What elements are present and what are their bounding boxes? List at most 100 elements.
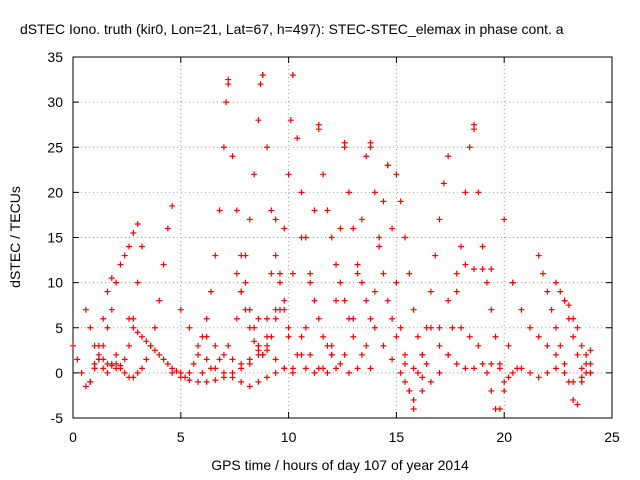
data-point	[410, 396, 417, 403]
data-point	[483, 369, 490, 376]
data-point	[216, 356, 223, 363]
data-point	[402, 351, 409, 358]
x-tick-label: 15	[389, 429, 405, 445]
data-point	[307, 351, 314, 358]
data-point	[324, 369, 331, 376]
data-point	[225, 81, 232, 88]
data-point	[220, 369, 227, 376]
data-point	[488, 387, 495, 394]
data-point	[207, 365, 214, 372]
data-point	[138, 365, 145, 372]
data-point	[100, 315, 107, 322]
data-point	[104, 360, 111, 367]
data-point	[143, 338, 150, 345]
data-point	[147, 342, 154, 349]
data-point	[376, 234, 383, 241]
data-point	[458, 324, 465, 331]
data-point	[518, 306, 525, 313]
data-point	[117, 365, 124, 372]
y-tick-label: 20	[47, 184, 63, 200]
data-point	[82, 306, 89, 313]
data-point	[371, 324, 378, 331]
data-point	[233, 315, 240, 322]
data-point	[333, 365, 340, 372]
data-point	[574, 324, 581, 331]
data-point	[552, 279, 559, 286]
y-tick-label: 5	[55, 320, 63, 336]
data-point	[462, 189, 469, 196]
data-point	[333, 297, 340, 304]
data-point	[488, 266, 495, 273]
data-point	[287, 117, 294, 124]
plot-frame	[72, 56, 613, 419]
data-point	[402, 378, 409, 385]
data-point	[358, 351, 365, 358]
data-point	[527, 324, 534, 331]
data-point	[289, 270, 296, 277]
data-point	[479, 360, 486, 367]
data-point	[328, 234, 335, 241]
data-point	[363, 342, 370, 349]
data-point	[281, 297, 288, 304]
data-point	[436, 342, 443, 349]
data-point	[126, 315, 133, 322]
y-tick-label: 35	[47, 49, 63, 65]
data-point	[565, 302, 572, 309]
data-point	[203, 333, 210, 340]
data-point	[294, 135, 301, 142]
data-point	[285, 171, 292, 178]
data-point	[281, 225, 288, 232]
data-point	[264, 144, 271, 151]
y-tick-label: 15	[47, 230, 63, 246]
data-point	[289, 365, 296, 372]
data-point	[587, 360, 594, 367]
data-point	[328, 342, 335, 349]
data-point	[160, 356, 167, 363]
data-point	[264, 342, 271, 349]
data-point	[134, 279, 141, 286]
data-point	[393, 333, 400, 340]
data-point	[527, 369, 534, 376]
data-point	[570, 333, 577, 340]
data-point	[113, 351, 120, 358]
data-point	[70, 342, 76, 349]
data-point	[229, 374, 236, 381]
data-point	[505, 342, 512, 349]
data-point	[587, 347, 594, 354]
data-point	[311, 297, 318, 304]
data-point	[552, 351, 559, 358]
data-point	[320, 171, 327, 178]
data-point	[238, 378, 245, 385]
data-point	[298, 189, 305, 196]
data-point	[74, 356, 81, 363]
data-point	[328, 351, 335, 358]
x-tick-label: 10	[281, 429, 297, 445]
data-point	[453, 360, 460, 367]
data-point	[289, 72, 296, 79]
data-point	[207, 288, 214, 295]
data-point	[333, 261, 340, 268]
data-point	[471, 365, 478, 372]
data-point	[354, 261, 361, 268]
data-point	[225, 342, 232, 349]
data-point	[134, 220, 141, 227]
data-point	[95, 356, 102, 363]
x-tick-label: 25	[604, 429, 620, 445]
data-point	[492, 333, 499, 340]
data-point	[276, 306, 283, 313]
data-point	[466, 333, 473, 340]
data-point	[501, 216, 508, 223]
data-point	[449, 324, 456, 331]
data-point	[113, 360, 120, 367]
data-point	[488, 306, 495, 313]
data-point	[462, 261, 469, 268]
data-point	[315, 365, 322, 372]
data-point	[544, 369, 551, 376]
data-point	[255, 117, 262, 124]
data-point	[138, 333, 145, 340]
data-point	[496, 365, 503, 372]
data-point	[121, 252, 128, 259]
data-point	[130, 374, 137, 381]
data-point	[570, 315, 577, 322]
data-point	[380, 270, 387, 277]
